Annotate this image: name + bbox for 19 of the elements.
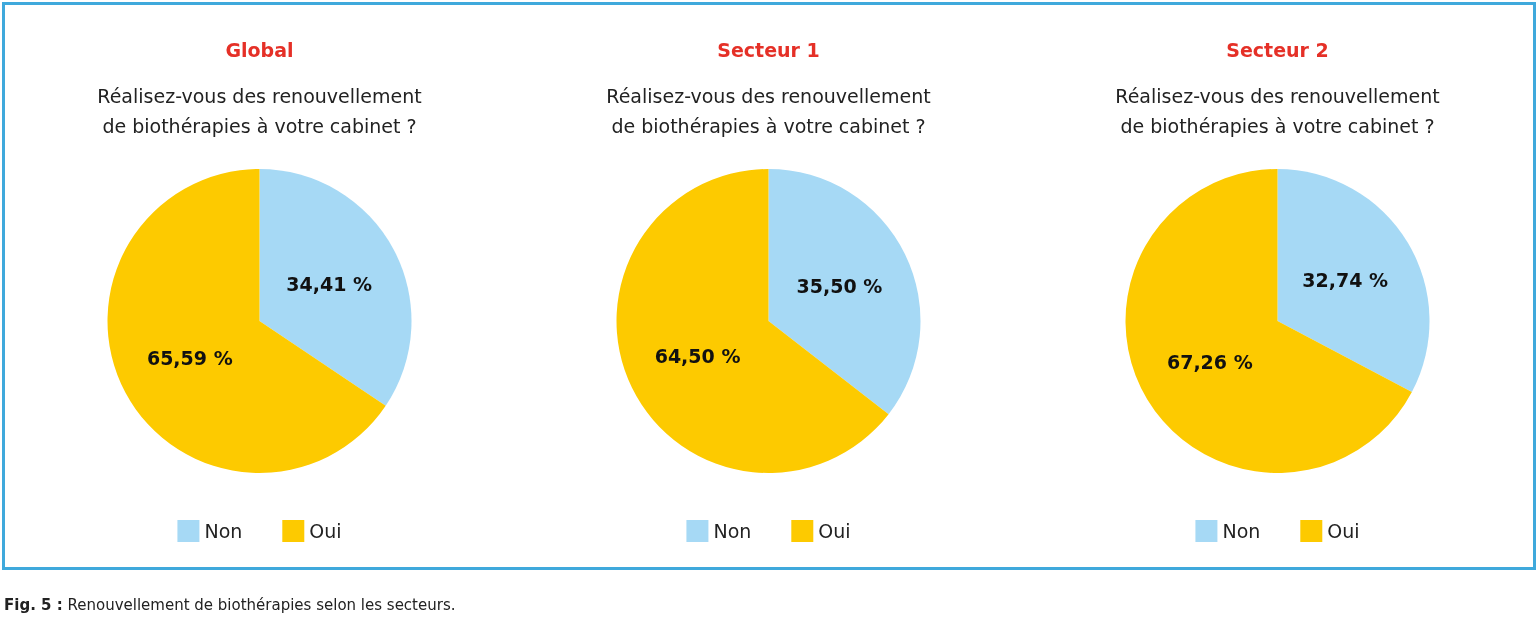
chart-title: Secteur 1 (717, 38, 820, 61)
legend-label: Non (713, 520, 752, 542)
data-label: 32,74 % (1302, 269, 1389, 292)
chart-title: Global (225, 38, 294, 61)
chart-subtitle: Réalisez-vous des renouvellement de biothérapies à votre cabinet ? (97, 85, 422, 137)
chart-subtitle: Réalisez-vous des renouvellement de biothérapies à votre cabinet ? (1115, 85, 1440, 137)
data-label: 67,26 % (1166, 350, 1253, 373)
data-label: 34,41 % (286, 272, 373, 295)
legend-label: Oui (309, 520, 342, 542)
legend-label: Non (1222, 520, 1261, 542)
legend-label: Oui (1327, 520, 1360, 542)
legend-label: Oui (818, 520, 851, 542)
data-label: 64,50 % (654, 344, 741, 367)
legend-label: Non (204, 520, 243, 542)
chart-subtitle: Réalisez-vous des renouvellement de biothérapies à votre cabinet ? (606, 85, 931, 137)
data-label: 65,59 % (146, 347, 233, 370)
caption: Fig. 5 : Renouvellement de biothérapies selon les secteurs. (4, 596, 456, 614)
chart-title: Secteur 2 (1226, 38, 1329, 61)
data-label: 35,50 % (796, 275, 883, 298)
